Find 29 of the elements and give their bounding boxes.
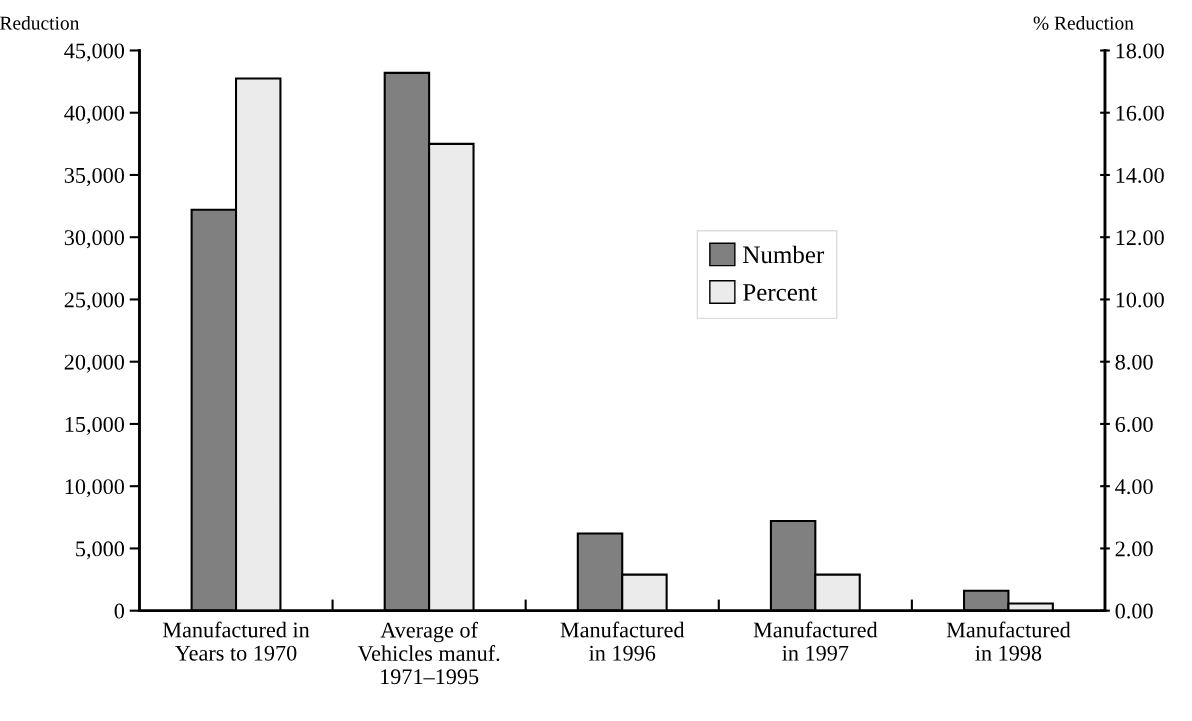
x-tick-label: Manufactured in Years to 1970 [162, 621, 310, 661]
y-tick-label: 25,000 [64, 292, 125, 311]
y-tick-label: 20,000 [64, 354, 125, 373]
y2-tick-label: 0.00 [1115, 603, 1153, 619]
y-tick-label: 5,000 [76, 541, 125, 560]
legend-label: Number [743, 245, 825, 264]
x-tick-label: Manufactured in 1997 [753, 621, 878, 661]
y2-tick-label: 6.00 [1115, 416, 1153, 432]
y2-tick-label: 16.00 [1116, 105, 1164, 121]
y-tick-label: 45,000 [64, 43, 125, 62]
y2-tick-label: 10.00 [1116, 292, 1164, 308]
y-tick-label: 15,000 [65, 416, 125, 436]
y-axis-title: Reduction [0, 16, 80, 30]
y2-tick-label: 12.00 [1116, 230, 1164, 246]
y-tick-label: 30,000 [64, 230, 125, 249]
y-tick-label: 40,000 [64, 105, 125, 124]
x-tick-label: Average of Vehicles manuf. 1971–1995 [357, 621, 500, 685]
legend-label: Percent [743, 284, 818, 301]
y2-tick-label: 4.00 [1115, 479, 1153, 495]
y2-axis-title: % Reduction [1033, 16, 1134, 30]
y2-tick-label: 2.00 [1115, 541, 1153, 557]
y2-tick-label: 14.00 [1116, 167, 1164, 183]
y-tick-label: 0 [114, 603, 125, 619]
x-tick-label: Manufactured in 1998 [946, 621, 1071, 661]
x-tick-label: Manufactured in 1996 [560, 621, 685, 661]
y2-tick-label: 18.00 [1116, 43, 1164, 59]
y-tick-label: 10,000 [65, 479, 125, 498]
y2-tick-label: 8.00 [1115, 354, 1153, 370]
y-tick-label: 35,000 [64, 167, 125, 187]
